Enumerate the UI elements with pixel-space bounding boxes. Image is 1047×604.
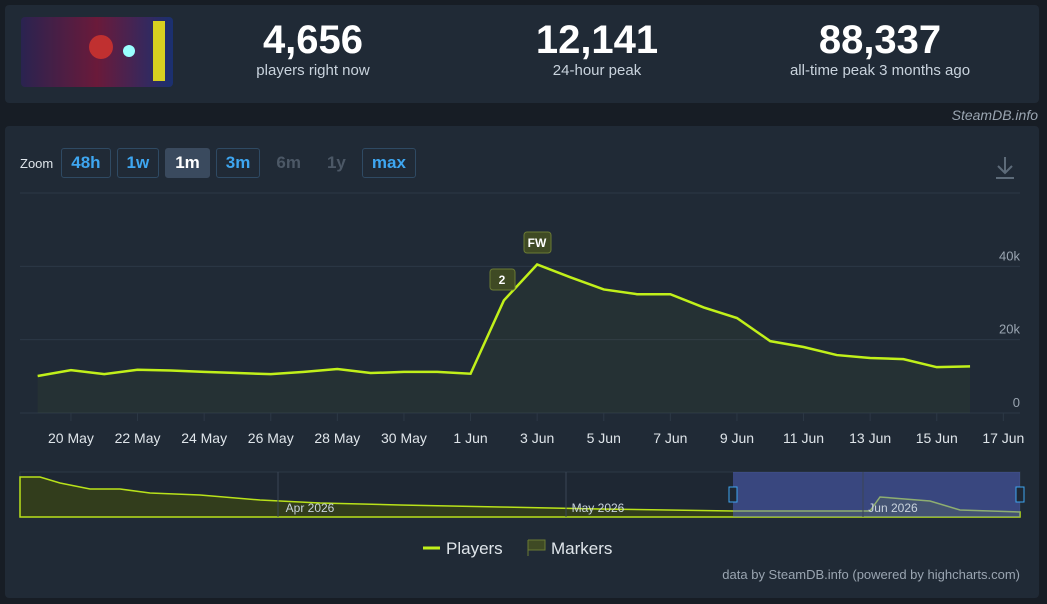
flag: 2 [489,268,516,291]
zoom-bar: Zoom 48h 1w 1m 3m 6m 1y max [20,148,418,178]
stat: 88,337 all-time peak 3 months ago [750,18,1010,79]
y-tick-label: 0 [1013,395,1020,410]
navigator-label: Apr 2026 [286,501,335,515]
flag-label: FW [528,236,547,250]
x-tick-label: 1 Jun [453,430,487,446]
stat-label: all-time peak 3 months ago [789,62,971,79]
x-tick-label: 15 Jun [916,430,958,446]
legend: Players Markers [423,539,612,558]
x-tick-label: 11 Jun [783,430,824,446]
navigator-label: Jun 2026 [868,501,918,515]
flag: FW [523,231,552,254]
game-image[interactable] [21,17,173,87]
area [37,264,971,413]
x-tick-label: 7 Jun [653,430,687,446]
download-icon[interactable] [996,157,1014,179]
legend-label[interactable]: Markers [551,539,612,558]
stat-value: 4,656 [262,18,364,62]
navigator-label: May 2026 [572,501,625,515]
x-tick-label: 24 May [181,430,227,446]
zoom-label: Zoom [20,155,54,171]
x-tick-label: 22 May [115,430,161,446]
y-tick-label: 20k [999,322,1020,337]
stat-label: 24-hour peak [552,62,642,79]
zoom-button: 6m [276,153,301,172]
x-tick-label: 9 Jun [720,430,754,446]
flag-label: 2 [499,273,506,287]
stat-label: players right now [256,62,370,79]
stat: 12,141 24-hour peak [467,18,727,79]
zoom-button[interactable]: 48h [61,148,111,178]
legend-label[interactable]: Players [446,539,503,558]
legend-symbol [527,539,546,556]
line [37,263,971,378]
zoom-button[interactable]: 1m [165,148,210,178]
x-tick-label: 28 May [314,430,360,446]
navigator: Apr 2026 May 2026 Jun 2026 [19,471,1025,518]
x-tick-label: 13 Jun [849,430,891,446]
plot: 0 20k 40k 20 May 22 May 24 May 26 May 28 May 30 … [20,248,1024,446]
zoom-button: 1y [326,153,346,172]
x-tick-label: 5 Jun [587,430,621,446]
chart-panel [5,126,1039,598]
x-tick-label: 20 May [48,430,94,446]
site-link[interactable]: SteamDB.info [951,107,1038,123]
header-panel [5,5,1039,103]
credit[interactable]: data by SteamDB.info (powered by highcha… [722,567,1020,582]
y-tick-label: 40k [999,248,1020,263]
x-tick-label: 17 Jun [982,430,1024,446]
zoom-button[interactable]: 3m [215,148,261,178]
x-tick-label: 3 Jun [520,430,554,446]
x-tick-label: 30 May [381,430,427,446]
stat-value: 88,337 [818,18,942,62]
stat: 4,656 players right now [183,18,443,79]
zoom-button[interactable]: 1w [116,148,160,178]
x-tick-label: 26 May [248,430,294,446]
zoom-button[interactable]: max [361,148,416,178]
stat-value: 12,141 [535,18,659,62]
